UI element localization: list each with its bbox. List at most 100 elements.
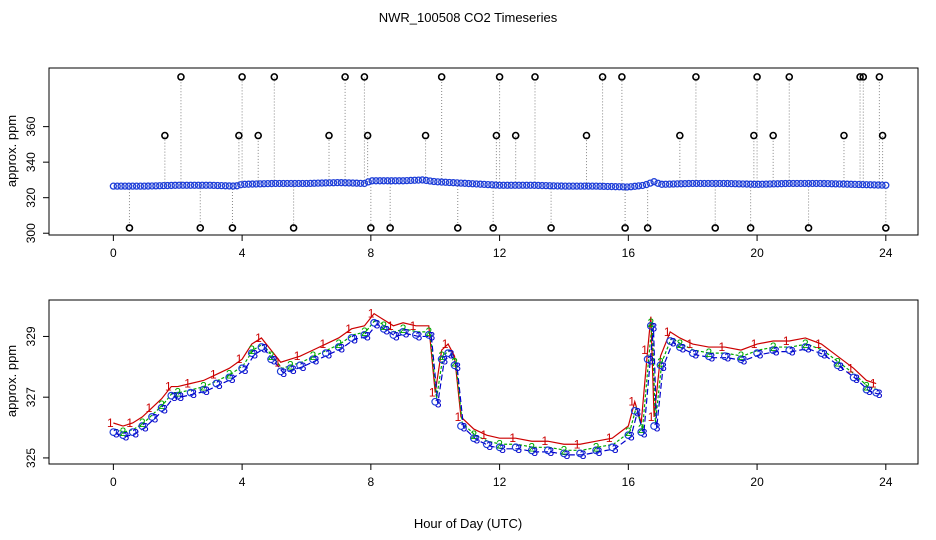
outlier-point [289,224,298,232]
outlier-point [238,73,246,81]
series-2-marker: 2 [248,343,255,357]
baseline-point [766,180,774,188]
outlier-point [692,73,700,81]
data-point-circle [257,343,266,351]
baseline-point [862,181,871,189]
series-3-marker: 3 [242,363,249,377]
series-2-marker: 2 [200,380,207,394]
data-point-circle [560,449,568,458]
series-3-marker: 3 [821,348,828,362]
series-3-marker: 3 [757,348,764,362]
baseline-point [306,179,314,188]
outlier-point [711,224,720,232]
baseline-point [607,182,616,191]
baseline-point [874,181,882,189]
series-2-marker: 2 [705,346,712,360]
data-point-circle [785,346,794,355]
series-1-marker: 1 [368,307,375,321]
data-point-circle [833,361,842,370]
series-2-marker: 2 [834,355,841,369]
baseline-point [260,180,268,188]
outlier-point [254,131,263,140]
baseline-point [368,177,376,185]
series-2-marker: 2 [310,349,317,363]
series-1-marker: 1 [387,319,394,333]
series-1-marker: 1 [274,355,281,369]
baseline-point [557,182,566,190]
series-3-marker: 3 [654,421,661,435]
baseline-point [646,179,654,187]
baseline-point [353,179,361,187]
series-2-marker: 2 [438,349,445,363]
baseline-point [634,182,643,190]
series-2-marker: 2 [451,355,458,369]
baseline-point [383,177,392,185]
series-2-marker: 2 [648,316,655,330]
top-y-tick-label: 300 [24,223,38,243]
baseline-point [237,181,245,189]
data-point-circle [437,355,446,364]
baseline-point [298,179,307,188]
top-x-tick-label: 24 [879,246,893,260]
baseline-point [561,182,569,190]
baseline-point [414,176,423,184]
series-3-marker: 3 [876,387,883,401]
baseline-point [144,182,152,190]
baseline-point [542,181,550,190]
outlier-point [495,73,504,81]
top-x-axis: 0 4 8 12 16 20 24 [110,234,893,260]
series-3-marker: 3 [441,354,448,368]
baseline-point [808,179,817,188]
data-point-circle [267,355,275,364]
series-3-marker: 3 [448,348,455,362]
series-2-marker: 2 [174,386,181,400]
baseline-point [109,182,118,190]
baseline-point [882,181,890,189]
baseline-point [349,179,357,187]
baseline-point [638,181,647,190]
baseline-point [708,179,716,188]
baseline-point [318,179,326,187]
baseline-point [472,180,481,188]
series-3-marker: 3 [612,442,619,456]
baseline-point [190,181,199,189]
top-x-tick-label: 8 [368,246,375,260]
series-3-marker: 3 [203,384,210,398]
series-3-marker: 3 [725,351,732,365]
baseline-point [256,180,264,188]
series-3-marker: 3 [634,405,641,419]
baseline-point [210,181,218,190]
baseline-point [465,179,473,188]
data-point-circle [592,446,601,455]
bottom-y-axis-label: approx. ppm [4,345,19,417]
baseline-point [252,180,260,188]
series-1-marker: 1 [751,337,758,351]
data-point-circle [138,422,147,430]
data-point-circle [444,349,452,358]
baseline-point [295,179,303,188]
series-1-marker: 1 [574,437,581,451]
baseline-point [762,180,770,188]
series-1-marker: 1 [847,361,854,375]
baseline-point [704,179,712,188]
baseline-point [824,180,832,188]
baseline-point [179,181,187,189]
data-point-circle [624,431,633,440]
baseline-point [283,179,291,188]
outlier-point [643,224,652,232]
data-point-circle [347,334,356,342]
baseline-point [851,180,859,189]
baseline-point [878,181,886,189]
bottom-x-tick-label: 20 [750,475,764,489]
series-1-marker: 1 [648,410,655,424]
data-point-circle [688,349,697,358]
baseline-point [870,181,878,189]
outlier-point [511,131,520,140]
outlier-point [750,131,758,140]
baseline-point [314,179,322,187]
bottom-y-axis: 325 327 329 [24,326,50,468]
baseline-point [507,181,515,189]
series-1-marker: 1 [107,416,114,430]
baseline-point [526,181,535,189]
data-point-circle [720,352,729,361]
